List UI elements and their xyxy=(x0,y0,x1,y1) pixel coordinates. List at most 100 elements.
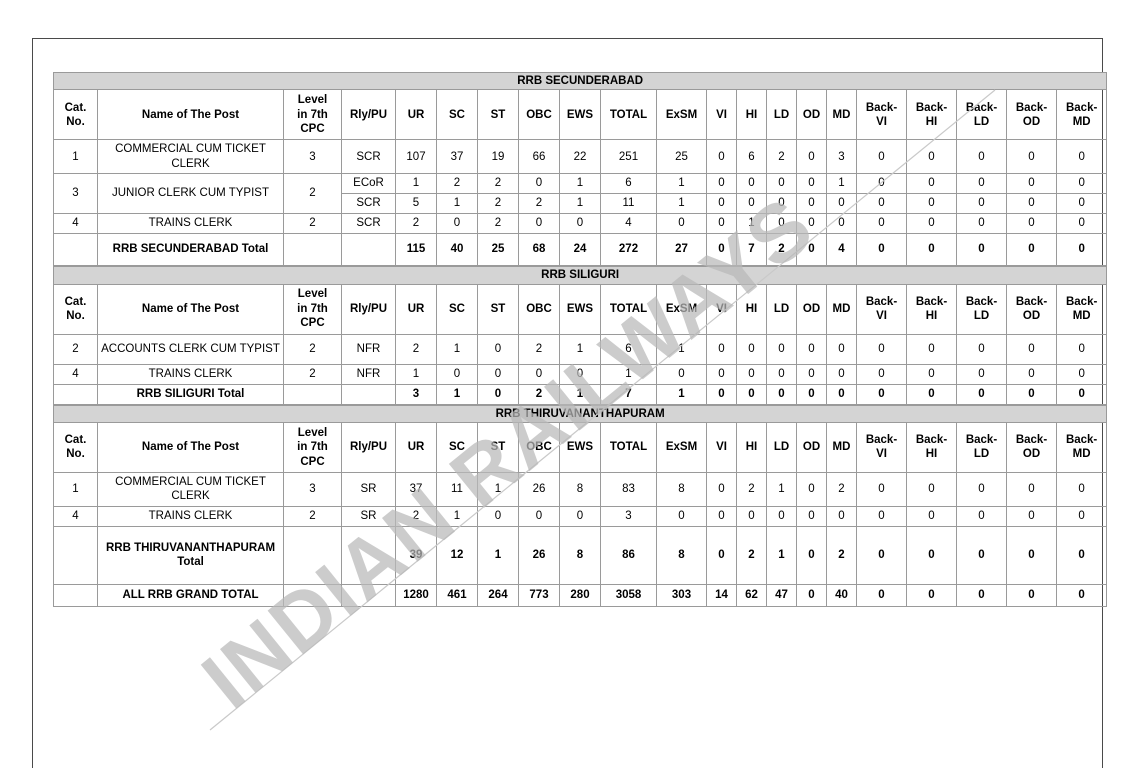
cell-ews: 0 xyxy=(559,363,601,385)
cell-hi: 0 xyxy=(736,363,767,385)
cell-level: 2 xyxy=(283,213,342,235)
col-header-post: Name of The Post xyxy=(97,421,284,473)
col-header-ur: UR xyxy=(395,283,437,335)
cell-ur: 115 xyxy=(395,233,437,267)
cell-rly-pu: SR xyxy=(341,471,396,507)
cell-od: 0 xyxy=(796,583,827,607)
cell-exsm: 8 xyxy=(656,471,707,507)
col-header-sc: SC xyxy=(436,421,478,473)
col-header-st: ST xyxy=(477,89,519,141)
cat-no-line2: No. xyxy=(66,115,85,128)
cell-back-ld: 0 xyxy=(956,525,1007,585)
header-row: Cat. No. Name of The Post Level in 7th C… xyxy=(53,283,1108,335)
cell-md: 0 xyxy=(826,333,857,365)
cell-md: 3 xyxy=(826,139,857,175)
cell-total: 3 xyxy=(600,505,657,527)
cell-total-label: RRB THIRUVANANTHAPURAM Total xyxy=(97,525,284,585)
col-header-total: TOTAL xyxy=(600,421,657,473)
cell-back-ld: 0 xyxy=(956,139,1007,175)
cell-cat-no: 1 xyxy=(53,139,98,175)
table-row: 1 COMMERCIAL CUM TICKET CLERK 3 SCR 107 … xyxy=(53,139,1108,175)
col-header-back-ld: Back- LD xyxy=(956,89,1007,141)
cell-od: 0 xyxy=(796,333,827,365)
cell-back-od: 0 xyxy=(1006,505,1057,527)
cell-od: 0 xyxy=(796,525,827,585)
cell-exsm: 1 xyxy=(656,193,707,215)
cell-ur: 39 xyxy=(395,525,437,585)
col-header-back-hi: Back- HI xyxy=(906,283,957,335)
band-row-siliguri: RRB SILIGURI xyxy=(52,266,1108,285)
col-header-back-vi: Back- VI xyxy=(856,421,907,473)
cell-md: 4 xyxy=(826,233,857,267)
col-header-post: Name of The Post xyxy=(97,89,284,141)
cell-back-od: 0 xyxy=(1006,213,1057,235)
col-header-exsm: ExSM xyxy=(656,421,707,473)
cell-hi: 0 xyxy=(736,383,767,405)
cell-post: TRAINS CLERK xyxy=(97,505,284,527)
cell-back-vi: 0 xyxy=(856,139,907,175)
cell-md: 0 xyxy=(826,383,857,405)
cell-ld: 2 xyxy=(766,233,797,267)
cell-sc: 1 xyxy=(436,193,478,215)
cell-obc: 0 xyxy=(518,213,560,235)
col-header-ews: EWS xyxy=(559,283,601,335)
cell-ld: 0 xyxy=(766,363,797,385)
col-header-ews: EWS xyxy=(559,89,601,141)
cell-ld: 47 xyxy=(766,583,797,607)
cell-obc: 26 xyxy=(518,471,560,507)
col-header-od: OD xyxy=(796,89,827,141)
cell-level xyxy=(283,583,342,607)
cell-exsm: 0 xyxy=(656,213,707,235)
cell-sc: 1 xyxy=(436,505,478,527)
cell-back-hi: 0 xyxy=(906,213,957,235)
col-header-back-od: Back- OD xyxy=(1006,283,1057,335)
cell-st: 25 xyxy=(477,233,519,267)
table-total-row: RRB SECUNDERABAD Total 115 40 25 68 24 2… xyxy=(53,233,1108,267)
cell-ld: 0 xyxy=(766,505,797,527)
cell-hi: 2 xyxy=(736,525,767,585)
cell-post: JUNIOR CLERK CUM TYPIST xyxy=(97,173,284,215)
cell-hi: 7 xyxy=(736,233,767,267)
cell-cat-no: 3 xyxy=(53,173,98,215)
col-header-total: TOTAL xyxy=(600,89,657,141)
cell-ews: 1 xyxy=(559,193,601,215)
cell-obc: 0 xyxy=(518,505,560,527)
cell-ld: 0 xyxy=(766,193,797,215)
cell-back-hi: 0 xyxy=(906,525,957,585)
cell-ews: 0 xyxy=(559,213,601,235)
cell-back-ld: 0 xyxy=(956,471,1007,507)
cell-od: 0 xyxy=(796,471,827,507)
cell-back-vi: 0 xyxy=(856,233,907,267)
cell-ur: 2 xyxy=(395,505,437,527)
cell-back-ld: 0 xyxy=(956,213,1007,235)
cell-back-hi: 0 xyxy=(906,471,957,507)
table-row: 4 TRAINS CLERK 2 NFR 1 0 0 0 0 1 0 0 0 0… xyxy=(53,363,1108,385)
cell-rly-pu: NFR xyxy=(341,333,396,365)
cell-sc: 1 xyxy=(436,333,478,365)
cell-hi: 0 xyxy=(736,173,767,195)
band-title: RRB THIRUVANANTHAPURAM xyxy=(52,404,1108,423)
cell-st: 0 xyxy=(477,383,519,405)
col-header-st: ST xyxy=(477,283,519,335)
cell-back-vi: 0 xyxy=(856,193,907,215)
col-header-hi: HI xyxy=(736,283,767,335)
cell-back-md: 0 xyxy=(1055,471,1108,507)
cell-exsm: 303 xyxy=(656,583,707,607)
cell-od: 0 xyxy=(796,233,827,267)
cell-st: 264 xyxy=(477,583,519,607)
col-header-post: Name of The Post xyxy=(97,283,284,335)
cell-st: 19 xyxy=(477,139,519,175)
cell-sc: 40 xyxy=(436,233,478,267)
col-header-rly-pu: Rly/PU xyxy=(341,283,396,335)
cell-level: 3 xyxy=(283,139,342,175)
cell-ews: 280 xyxy=(559,583,601,607)
col-header-obc: OBC xyxy=(518,421,560,473)
cell-vi: 0 xyxy=(706,139,737,175)
cell-ur: 1 xyxy=(395,173,437,195)
cell-vi: 0 xyxy=(706,525,737,585)
cell-back-od: 0 xyxy=(1006,193,1057,215)
table-row: 2 ACCOUNTS CLERK CUM TYPIST 2 NFR 2 1 0 … xyxy=(53,333,1108,365)
cell-od: 0 xyxy=(796,193,827,215)
col-header-rly-pu: Rly/PU xyxy=(341,421,396,473)
col-header-ld: LD xyxy=(766,421,797,473)
